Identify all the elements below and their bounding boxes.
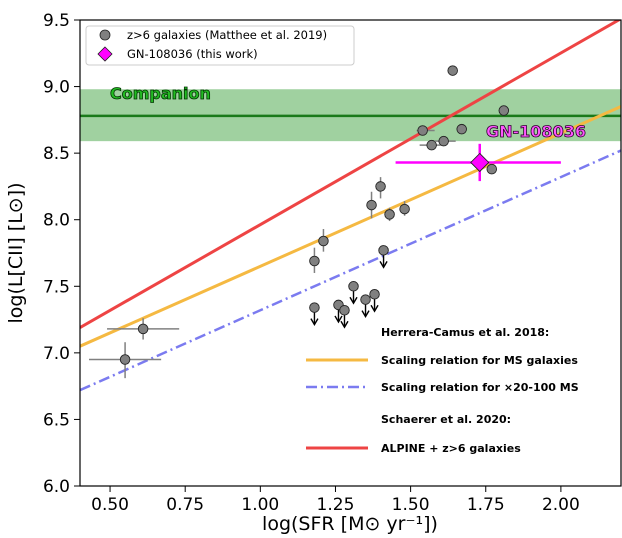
data-point-marker <box>456 123 467 135</box>
legend-diamond-icon <box>97 46 113 62</box>
plot-frame <box>79 19 622 487</box>
data-point-marker <box>486 163 498 175</box>
data-point-marker <box>426 139 437 151</box>
data-point <box>456 123 467 135</box>
y-tick-label: 8.5 <box>43 144 70 164</box>
data-point-marker <box>399 203 410 215</box>
data-point <box>416 125 435 136</box>
legend-entry-starburst: Scaling relation for ×20-100 MS <box>381 381 579 394</box>
data-point-marker <box>360 294 371 305</box>
y-axis-title: log(L[CII] [L⊙]) <box>5 182 27 323</box>
data-point <box>378 245 389 269</box>
y-tick-label: 8.0 <box>43 211 70 231</box>
x-tick-label: 1.75 <box>467 495 505 515</box>
starburst-scaling-line <box>80 149 621 392</box>
data-point <box>434 135 456 147</box>
data-point-marker <box>384 209 395 220</box>
x-tick-label: 2.00 <box>542 495 580 515</box>
data-point <box>309 302 320 326</box>
data-point-marker <box>378 245 389 256</box>
upper-limit-arrow-head <box>310 318 319 326</box>
data-point <box>498 105 510 116</box>
upper-limit-arrow-head <box>340 320 349 329</box>
data-point <box>384 207 395 222</box>
data-point-marker <box>375 181 386 192</box>
x-tick-label: 1.25 <box>317 495 355 515</box>
data-point-marker <box>137 323 149 335</box>
data-point <box>107 318 180 340</box>
legend-heading-herrera: Herrera-Camus et al. 2018: <box>381 326 549 339</box>
data-point-marker <box>369 289 380 300</box>
upper-limit-arrow-head <box>370 304 379 313</box>
data-point-marker <box>309 255 320 267</box>
legend-top-entry-2: GN-108036 (this work) <box>127 47 258 61</box>
data-point <box>399 201 410 216</box>
data-point-marker <box>498 105 510 116</box>
y-tick-label: 9.0 <box>43 78 70 98</box>
upper-limit-arrow-head <box>334 315 343 324</box>
y-tick-label: 7.5 <box>43 277 70 297</box>
upper-limit-arrow-head <box>361 310 370 318</box>
legend-lower: Herrera-Camus et al. 2018: Scaling relat… <box>306 326 579 455</box>
y-tick-label: 7.0 <box>43 344 70 364</box>
target-label: GN-108036 <box>486 122 586 141</box>
upper-limit-arrow-head <box>349 296 358 305</box>
data-point-marker <box>366 199 377 211</box>
data-point-marker <box>119 354 131 365</box>
data-point-marker <box>348 281 359 292</box>
data-point <box>375 177 386 199</box>
legend-entry-alpine: ALPINE + z>6 galaxies <box>381 442 521 455</box>
legend-entry-ms: Scaling relation for MS galaxies <box>381 354 578 367</box>
legend-heading-schaerer: Schaerer et al. 2020: <box>381 413 511 426</box>
data-point <box>360 294 371 318</box>
x-axis-title: log(SFR [M⊙ yr⁻¹]) <box>262 513 438 535</box>
legend-top-box <box>85 25 355 66</box>
legend-top-entry-1: z>6 galaxies (Matthee et al. 2019) <box>127 28 327 42</box>
data-point <box>419 139 441 151</box>
x-tick-label: 0.75 <box>166 495 204 515</box>
y-tick-label: 6.5 <box>43 410 70 430</box>
data-point-marker <box>447 65 458 76</box>
legend-top: z>6 galaxies (Matthee et al. 2019) GN-10… <box>85 25 355 66</box>
legend-circle-icon <box>99 29 111 41</box>
y-tick-label: 9.5 <box>43 11 70 31</box>
data-point <box>318 229 329 252</box>
data-point-marker <box>339 305 350 316</box>
data-point <box>89 342 162 379</box>
x-tick-label: 0.50 <box>91 495 129 515</box>
data-point <box>486 163 498 175</box>
data-point-marker <box>309 302 320 313</box>
data-point <box>369 289 380 313</box>
alpine-scaling-line <box>80 20 621 329</box>
data-point <box>447 65 458 76</box>
upper-limit-arrow-head <box>379 260 388 269</box>
target-diamond-marker <box>470 152 490 173</box>
companion-label: Companion <box>110 84 211 103</box>
data-point-marker <box>318 235 329 247</box>
data-point-marker <box>417 125 428 136</box>
data-point <box>348 281 359 305</box>
ms-scaling-line <box>80 105 621 348</box>
x-tick-label: 1.00 <box>241 495 279 515</box>
x-tick-label: 1.50 <box>392 495 430 515</box>
data-point <box>309 247 320 273</box>
y-tick-label: 6.0 <box>43 477 70 497</box>
data-point-marker <box>438 135 449 147</box>
data-point <box>339 305 350 329</box>
data-point <box>366 191 377 219</box>
